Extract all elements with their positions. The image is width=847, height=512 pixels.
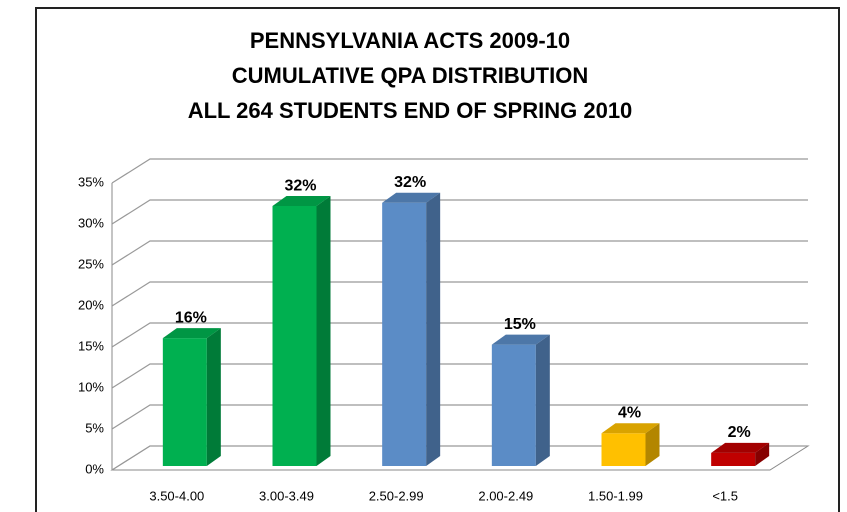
x-tick-label: 2.00-2.49	[478, 488, 533, 503]
x-tick-label: 1.50-1.99	[588, 488, 643, 503]
y-tick-label: 10%	[78, 379, 104, 394]
bar-side	[535, 334, 550, 466]
bar-side	[755, 442, 770, 466]
y-tick-label: 30%	[78, 215, 104, 230]
grid-line	[111, 363, 808, 389]
bar-front	[491, 344, 536, 466]
data-label: 4%	[618, 404, 641, 421]
grid-line	[111, 445, 808, 471]
chart-title: ALL 264 STUDENTS END OF SPRING 2010	[188, 98, 633, 123]
bar	[711, 442, 770, 466]
grid-line	[111, 240, 808, 266]
bar-side	[206, 328, 221, 466]
grid-line	[111, 281, 808, 307]
y-tick-label: 0%	[85, 461, 104, 476]
grid-line	[111, 158, 808, 184]
bar-top	[601, 423, 660, 434]
bar	[272, 196, 331, 466]
bar-top	[382, 192, 441, 203]
bar-top	[272, 196, 331, 207]
bar-top	[162, 328, 221, 339]
bar-side	[426, 192, 441, 466]
x-tick-label: 3.00-3.49	[259, 488, 314, 503]
data-label: 32%	[394, 174, 426, 191]
y-tick-label: 15%	[78, 338, 104, 353]
bar-side	[645, 423, 660, 466]
y-tick-label: 5%	[85, 420, 104, 435]
y-tick-label: 20%	[78, 297, 104, 312]
grid-line	[111, 199, 808, 225]
bar	[162, 328, 221, 466]
bar-front	[162, 338, 207, 466]
y-tick-label: 25%	[78, 256, 104, 271]
bar-front	[272, 206, 317, 466]
y-tick-label: 35%	[78, 174, 104, 189]
bar-top	[491, 334, 550, 345]
x-tick-label: <1.5	[712, 488, 738, 503]
data-label: 16%	[175, 309, 207, 326]
grid-line	[111, 404, 808, 430]
x-tick-label: 2.50-2.99	[369, 488, 424, 503]
data-label: 15%	[504, 316, 536, 333]
bar-front	[601, 433, 646, 466]
chart-title: PENNSYLVANIA ACTS 2009-10	[250, 28, 570, 53]
bar-top	[711, 442, 770, 453]
bar	[491, 334, 550, 466]
data-label: 32%	[284, 177, 316, 194]
bar-side	[316, 196, 331, 466]
bar	[382, 192, 441, 466]
bar-front	[382, 202, 427, 466]
x-tick-label: 3.50-4.00	[149, 488, 204, 503]
bar	[601, 423, 660, 466]
data-label: 2%	[728, 424, 751, 441]
grid-line	[111, 322, 808, 348]
bar-front	[711, 452, 756, 466]
chart-title: CUMULATIVE QPA DISTRIBUTION	[232, 63, 588, 88]
